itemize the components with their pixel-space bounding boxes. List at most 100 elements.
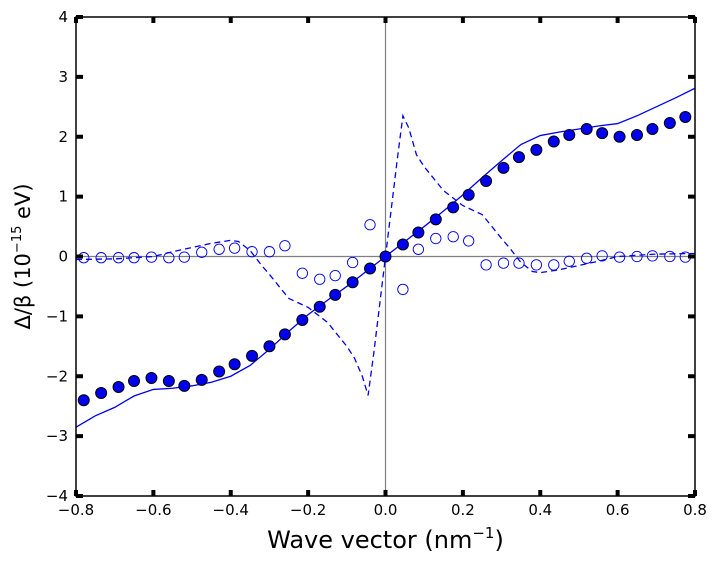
filled-marker <box>77 394 90 407</box>
filled-marker <box>563 128 576 141</box>
y-tick-label: 3 <box>58 68 68 86</box>
open-marker <box>228 242 241 254</box>
x-tick-label: 0.0 <box>374 501 398 519</box>
series-filled-circles <box>77 110 692 407</box>
open-marker <box>163 252 175 264</box>
open-marker <box>178 251 190 263</box>
filled-marker <box>145 372 158 385</box>
filled-marker <box>396 238 409 251</box>
filled-marker <box>346 276 359 289</box>
open-marker <box>112 252 125 264</box>
y-tick-label: 2 <box>58 128 68 146</box>
open-marker <box>213 243 225 255</box>
open-marker <box>463 235 475 247</box>
filled-marker <box>364 262 377 275</box>
x-tick-label: −0.8 <box>58 501 94 519</box>
filled-marker <box>128 375 141 388</box>
x-tick-label: 0.8 <box>683 501 707 519</box>
open-marker <box>513 257 525 269</box>
filled-marker <box>313 300 326 313</box>
filled-marker <box>663 116 676 129</box>
x-tick-label: 0.6 <box>606 501 630 519</box>
filled-marker <box>462 188 475 201</box>
x-tick-label: −0.6 <box>135 501 171 519</box>
open-marker <box>646 250 659 262</box>
open-marker <box>364 219 376 231</box>
y-tick-label: 1 <box>58 188 68 206</box>
series-open-circles <box>78 219 691 296</box>
x-tick-label: −0.4 <box>213 501 249 519</box>
filled-marker <box>596 127 609 140</box>
filled-marker <box>530 143 543 156</box>
filled-marker <box>412 226 425 239</box>
open-marker <box>314 273 326 285</box>
filled-marker <box>580 122 593 135</box>
x-axis-label-end: ) <box>494 526 503 554</box>
open-marker <box>412 243 425 255</box>
open-marker <box>346 256 359 269</box>
y-tick-label: −1 <box>46 307 68 325</box>
x-tick-label: 0.4 <box>528 501 552 519</box>
open-marker <box>263 246 276 258</box>
open-marker <box>329 270 341 282</box>
tick-marks <box>74 15 697 498</box>
filled-marker <box>178 379 191 392</box>
filled-marker <box>613 130 626 143</box>
y-axis-label-sup: −15 <box>10 226 25 253</box>
open-marker <box>631 250 643 263</box>
x-tick-labels: −0.8 −0.6 −0.4 −0.2 0.0 0.2 0.4 0.6 0.8 <box>58 501 707 519</box>
open-marker <box>196 246 208 258</box>
y-tick-label: −2 <box>46 367 68 385</box>
open-marker <box>397 283 409 296</box>
open-marker <box>480 259 492 271</box>
filled-marker <box>646 122 659 135</box>
open-marker <box>447 231 459 243</box>
y-axis-label-end: eV) <box>11 183 35 225</box>
x-axis-label: Wave vector (nm−1) <box>267 524 504 554</box>
filled-marker <box>263 340 276 353</box>
filled-marker <box>497 161 510 174</box>
y-tick-labels: −4 −3 −2 −1 0 1 2 3 4 <box>46 8 68 505</box>
open-marker <box>613 251 626 263</box>
series-layer <box>75 87 696 428</box>
y-tick-label: 4 <box>58 8 68 26</box>
open-marker <box>596 250 608 262</box>
open-marker <box>664 250 676 263</box>
filled-marker <box>228 358 241 371</box>
y-tick-label: −3 <box>46 427 68 445</box>
filled-marker <box>195 373 208 386</box>
y-axis-label: Δ/β (10−15 eV) <box>10 183 35 329</box>
filled-marker <box>480 175 493 188</box>
filled-marker <box>112 381 125 394</box>
open-marker <box>530 259 543 271</box>
x-tick-label: 0.2 <box>451 501 475 519</box>
filled-marker <box>630 128 643 141</box>
open-marker <box>145 251 158 263</box>
filled-marker <box>429 213 442 226</box>
open-marker <box>128 252 140 264</box>
filled-marker <box>329 288 342 301</box>
filled-marker <box>162 375 175 388</box>
x-axis-label-main: Wave vector (nm <box>267 526 472 554</box>
filled-marker <box>512 151 525 164</box>
filled-marker <box>679 110 692 123</box>
y-axis-label-main: Δ/β (10 <box>11 253 35 329</box>
open-marker <box>296 267 308 279</box>
filled-marker <box>447 201 460 214</box>
open-marker <box>95 252 107 264</box>
x-axis-label-sup: −1 <box>472 524 494 542</box>
filled-marker <box>296 313 309 326</box>
open-marker <box>246 246 258 258</box>
open-marker <box>430 232 442 245</box>
open-marker <box>279 240 291 252</box>
open-marker <box>581 252 593 264</box>
filled-marker <box>278 328 291 341</box>
y-tick-label: 0 <box>58 248 68 266</box>
filled-marker <box>213 365 226 378</box>
x-tick-label: −0.2 <box>290 501 326 519</box>
open-marker <box>548 259 560 271</box>
open-marker <box>563 255 575 267</box>
filled-marker <box>246 349 259 362</box>
